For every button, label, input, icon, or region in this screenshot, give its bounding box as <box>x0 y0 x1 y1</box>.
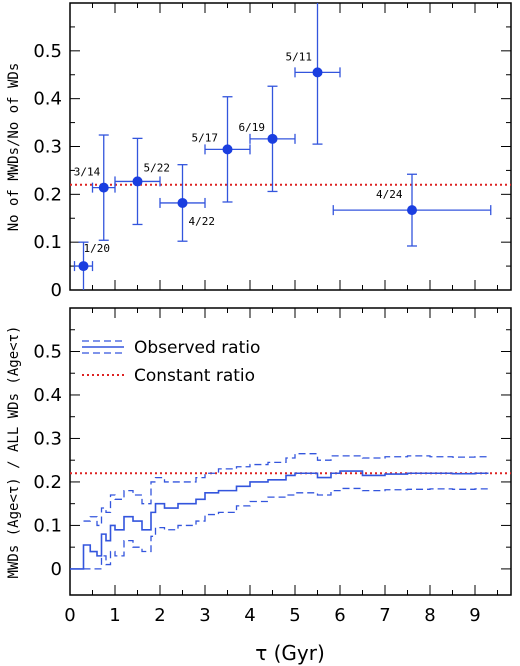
y-tick-label: 0 <box>51 280 62 301</box>
point-label: 5/11 <box>286 50 313 63</box>
x-tick-labels: 0 1 2 3 4 5 6 7 8 9 <box>64 605 480 626</box>
data-point <box>312 67 323 78</box>
point-label: 5/17 <box>192 131 219 144</box>
bottom-ticks <box>69 308 511 595</box>
y-tick-label: 0 <box>51 559 62 580</box>
data-point <box>407 205 417 216</box>
y-tick-label: 0.5 <box>33 341 62 362</box>
y-tick-label: 0.4 <box>33 385 62 406</box>
point-label: 5/22 <box>144 161 171 174</box>
lower-bound-line <box>83 487 490 570</box>
bottom-panel-frame <box>69 307 512 596</box>
x-tick-label: 5 <box>289 605 300 626</box>
y-tick-label: 0.4 <box>33 89 62 110</box>
top-y-tick-labels: 0 0.1 0.2 0.3 0.4 0.5 <box>33 41 62 301</box>
observed-ratio-line <box>70 470 489 570</box>
upper-bound-line <box>83 453 490 527</box>
point-label: 3/14 <box>74 166 101 179</box>
data-point <box>177 197 188 208</box>
top-data-points: 1/20 3/14 5/22 4/22 5/17 6/19 5/11 4/24 <box>74 3 492 290</box>
data-point <box>78 261 89 272</box>
bottom-series <box>70 453 490 570</box>
data-point <box>222 144 233 155</box>
bottom-y-axis-title: MWDs (Age<τ) / ALL WDs (Age<τ) <box>6 326 22 579</box>
y-tick-label: 0.2 <box>33 472 62 493</box>
y-tick-label: 0.5 <box>33 41 62 62</box>
point-label: 1/20 <box>84 242 111 255</box>
data-point <box>132 176 143 187</box>
x-tick-label: 9 <box>469 605 480 626</box>
x-tick-label: 2 <box>154 605 165 626</box>
y-tick-label: 0.2 <box>33 184 62 205</box>
x-tick-label: 0 <box>64 605 75 626</box>
x-tick-label: 6 <box>334 605 345 626</box>
y-tick-label: 0.3 <box>33 137 62 158</box>
x-tick-label: 3 <box>199 605 210 626</box>
data-point <box>98 182 109 193</box>
x-tick-label: 4 <box>244 605 255 626</box>
x-tick-label: 1 <box>109 605 120 626</box>
legend-constant-label: Constant ratio <box>134 366 255 386</box>
x-tick-label: 8 <box>424 605 435 626</box>
top-ticks <box>69 3 511 291</box>
point-label: 6/19 <box>239 121 266 134</box>
legend-observed-label: Observed ratio <box>134 338 260 358</box>
point-label: 4/24 <box>376 188 403 201</box>
y-tick-label: 0.1 <box>33 515 62 536</box>
y-tick-label: 0.3 <box>33 428 62 449</box>
top-panel-frame <box>69 2 512 291</box>
data-point <box>267 133 278 144</box>
top-y-axis-title: No of MWDs/No of WDs <box>6 63 22 232</box>
x-axis-title: τ (Gyr) <box>255 641 325 665</box>
legend: Observed ratio Constant ratio <box>82 338 260 386</box>
bottom-y-tick-labels: 0 0.1 0.2 0.3 0.4 0.5 <box>33 341 62 579</box>
x-tick-label: 7 <box>379 605 390 626</box>
point-label: 4/22 <box>189 215 216 228</box>
y-tick-label: 0.1 <box>33 232 62 253</box>
